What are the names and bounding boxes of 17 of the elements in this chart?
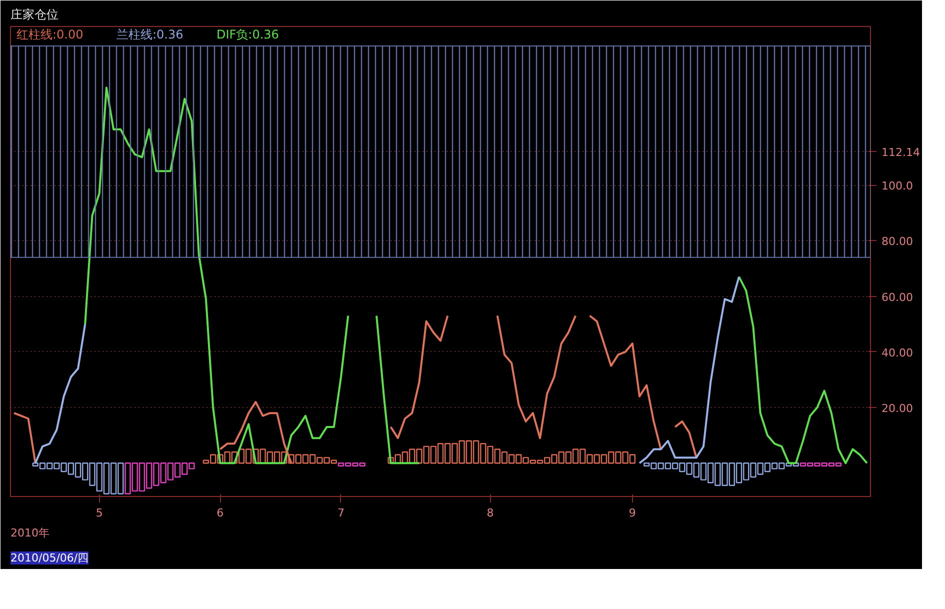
- x-tick-label: 7: [337, 506, 344, 520]
- y-tick-label: 40.00: [882, 346, 913, 360]
- x-tick-label: 5: [96, 506, 103, 520]
- y-tick-label: 60.00: [882, 290, 913, 304]
- text: 红柱线:0.00: [16, 28, 84, 42]
- x-tick-label: 9: [628, 506, 636, 520]
- text: DIF负:0.36: [216, 28, 279, 42]
- text: 2010年: [10, 526, 50, 540]
- y-tick-label: 100.0: [882, 180, 913, 193]
- text: 兰柱线:0.36: [116, 28, 184, 42]
- y-tick-label: 112.14: [882, 146, 920, 159]
- x-tick-label: 8: [486, 506, 494, 520]
- y-tick-label: 80.00: [882, 235, 913, 248]
- x-tick-label: 6: [216, 506, 224, 520]
- y-tick-label: 20.00: [882, 402, 913, 416]
- chart-title: 庄家仓位: [10, 8, 58, 22]
- text: 2010/05/06/四: [10, 552, 89, 564]
